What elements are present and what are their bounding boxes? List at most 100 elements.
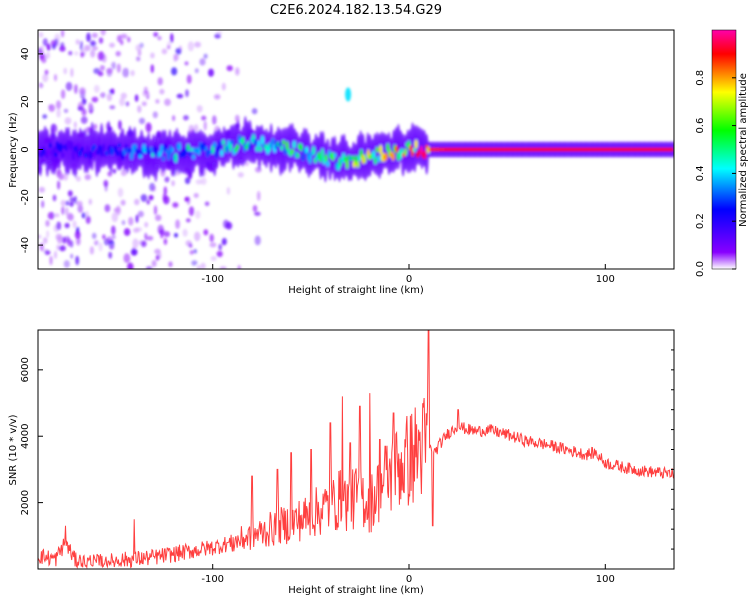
- heat-cell: [185, 218, 191, 223]
- colorbar-label: Normalized spectral amplitude: [738, 73, 749, 227]
- heat-cell: [166, 45, 171, 50]
- heat-cell: [159, 88, 165, 95]
- heat-cell: [75, 39, 80, 45]
- heat-cell: [220, 149, 224, 156]
- heat-cell: [193, 193, 199, 198]
- heat-cell: [155, 214, 162, 221]
- snr-ticks: -100 0 100 2000 4000 6000: [20, 349, 674, 585]
- heat-cell: [221, 82, 226, 91]
- heat-cell: [100, 92, 106, 98]
- heat-cell: [38, 186, 46, 193]
- heat-cell: [230, 140, 234, 145]
- heat-cell: [111, 212, 119, 223]
- heat-cell: [218, 243, 222, 251]
- heat-cell: [193, 124, 199, 133]
- heat-cell: [104, 204, 111, 213]
- heat-cell: [391, 152, 395, 161]
- heat-cell: [161, 48, 168, 55]
- heat-cell: [186, 74, 192, 84]
- heat-cell: [148, 195, 154, 201]
- heat-cell: [40, 53, 47, 64]
- heat-cell: [88, 102, 93, 110]
- heat-cell: [60, 199, 66, 207]
- heat-cell: [155, 99, 160, 104]
- heat-cell: [120, 170, 127, 177]
- heat-cell: [133, 144, 137, 150]
- heat-cell: [157, 77, 163, 86]
- heat-blob: [345, 87, 352, 102]
- heat-cell: [130, 70, 135, 77]
- heat-cell: [229, 142, 233, 152]
- heat-cell: [154, 248, 161, 255]
- heat-cell: [63, 67, 67, 75]
- heat-cell: [39, 45, 45, 55]
- colorbar-tick-label: 0.6: [695, 118, 706, 134]
- figure-title: C2E6.2024.182.13.54.G29: [270, 3, 442, 18]
- heat-cell: [172, 115, 176, 122]
- heat-cell: [47, 211, 55, 220]
- heat-cell: [164, 98, 171, 106]
- heat-cell: [130, 152, 134, 160]
- heat-cell: [64, 117, 72, 125]
- heat-cell: [41, 200, 45, 208]
- heat-cell: [140, 194, 148, 202]
- heat-cell: [61, 30, 65, 38]
- heat-cell: [194, 68, 199, 74]
- heat-cell: [120, 199, 126, 206]
- heat-cell: [137, 210, 144, 218]
- heat-cell: [111, 61, 117, 70]
- heat-cell: [58, 173, 64, 181]
- colorbar-ticks: 0.0 0.2 0.4 0.6 0.8: [695, 70, 736, 277]
- heat-cell: [188, 151, 192, 157]
- heat-cell: [395, 145, 399, 153]
- heat-cell: [345, 160, 349, 169]
- heat-cell: [155, 254, 160, 261]
- heat-cell: [53, 250, 58, 259]
- heat-cell: [132, 238, 139, 249]
- colorbar-gradient: [711, 29, 737, 270]
- heat-cell: [102, 234, 106, 240]
- heat-cell: [93, 84, 100, 93]
- heat-cell: [75, 145, 79, 155]
- heat-cell: [120, 33, 128, 39]
- heat-cell: [171, 180, 175, 187]
- heat-cell: [114, 145, 118, 153]
- x-tick-label: 0: [406, 274, 412, 285]
- heat-cell: [52, 146, 56, 154]
- heat-cell: [65, 200, 69, 206]
- heat-cell: [54, 38, 59, 46]
- spectrogram-ticks: -100 0 100 -40 -20 0 20 40: [20, 48, 615, 285]
- spectrogram-heat: [38, 30, 674, 269]
- x-tick-label: 100: [596, 274, 615, 285]
- heat-cell: [96, 149, 100, 156]
- heat-cell: [162, 193, 167, 202]
- heat-cell: [150, 64, 154, 73]
- heat-cell: [130, 248, 138, 256]
- snr-plot: [38, 330, 674, 569]
- heat-cell: [79, 40, 84, 51]
- heat-cell: [145, 266, 153, 269]
- heat-cell: [403, 148, 408, 156]
- heat-cell: [189, 250, 194, 255]
- heat-cell: [172, 202, 179, 208]
- heat-cell: [42, 114, 48, 119]
- y-tick-label: 6000: [20, 357, 31, 382]
- heat-cell: [74, 51, 79, 56]
- heat-cell: [151, 259, 157, 268]
- heat-cell: [157, 36, 162, 41]
- heat-cell: [110, 146, 114, 156]
- heat-cell: [251, 108, 258, 115]
- heat-cell: [299, 143, 303, 152]
- heat-cell: [120, 92, 128, 100]
- heat-cell: [200, 262, 206, 269]
- heat-cell: [76, 236, 81, 246]
- heat-cell: [44, 69, 49, 76]
- heat-cell: [356, 161, 360, 168]
- heat-cell: [168, 145, 173, 156]
- heat-cell: [81, 212, 86, 219]
- heat-cell: [170, 33, 174, 43]
- heat-cell: [55, 100, 62, 110]
- heat-cell: [161, 156, 165, 161]
- heat-cell: [93, 240, 99, 246]
- heat-cell: [195, 210, 201, 219]
